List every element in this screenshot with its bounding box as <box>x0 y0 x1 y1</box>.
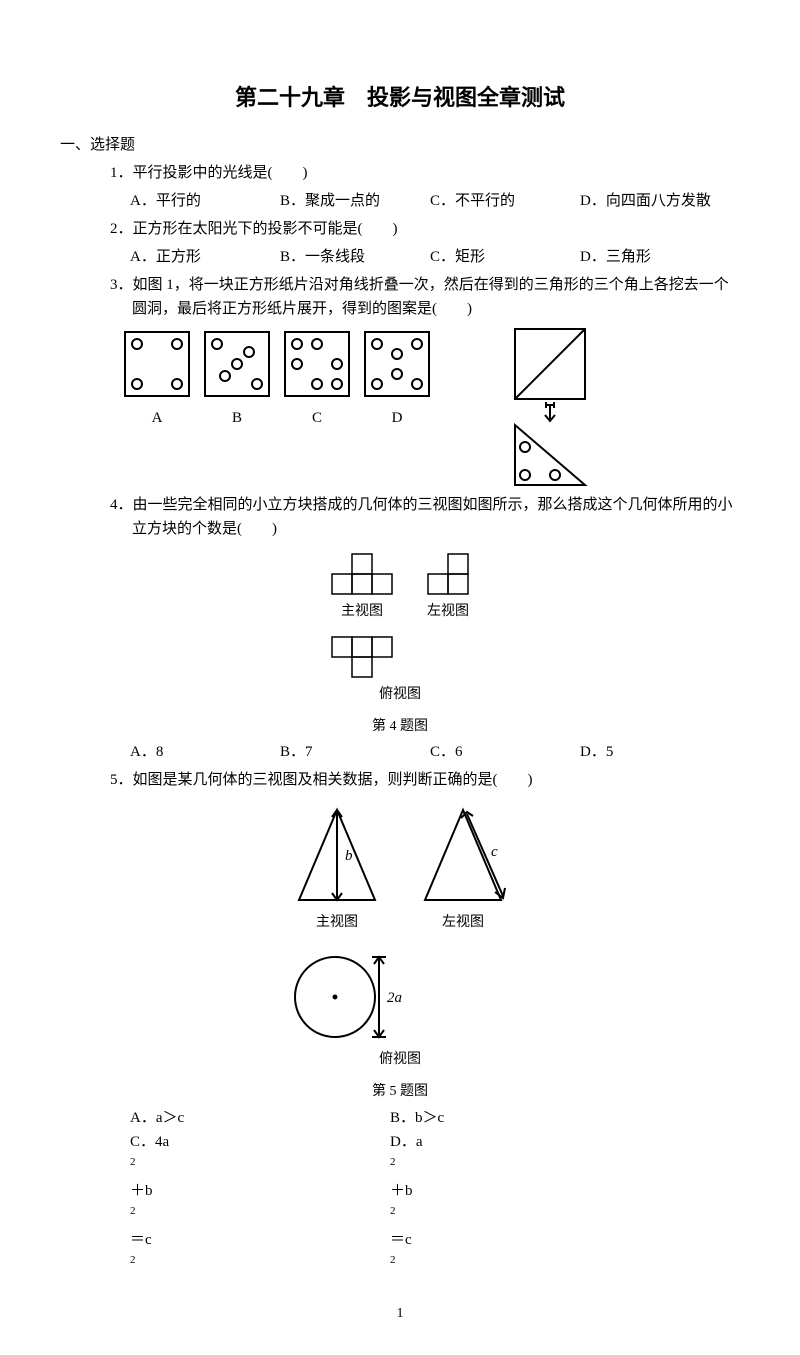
q3-label-d: D <box>392 410 403 426</box>
q4-caption: 第 4 题图 <box>60 716 740 738</box>
q1-opt-d: D．向四面八方发散 <box>580 189 730 213</box>
q5-options: A．a＞c B．b＞c C．4a2＋b2＝c2 D．a2＋b2＝c2 <box>130 1106 740 1277</box>
question-4: 4．由一些完全相同的小立方块搭成的几何体的三视图如图所示，那么搭成这个几何体所用… <box>110 493 740 541</box>
q3-figure-row: A B C D <box>120 327 740 487</box>
question-3: 3．如图 1，将一块正方形纸片沿对角线折叠一次，然后在得到的三角形的三个角上各挖… <box>110 273 740 321</box>
q4-top-view: 俯视图 <box>327 632 473 706</box>
q3-options-svg: A B C D <box>120 327 440 437</box>
section-heading: 一、选择题 <box>60 133 740 157</box>
q4-opt-a: A．8 <box>130 740 280 764</box>
q2-opt-a: A．正方形 <box>130 245 280 269</box>
q4-top-label: 俯视图 <box>327 684 473 706</box>
q3-label-c: C <box>312 410 322 426</box>
q5-top-label: 俯视图 <box>287 1049 513 1071</box>
q4-left-view: 左视图 <box>423 549 473 625</box>
q5-opt-a: A．a＞c <box>130 1106 390 1130</box>
q4-options: A．8 B．7 C．6 D．5 <box>130 740 740 764</box>
q1-options: A．平行的 B．聚成一点的 C．不平行的 D．向四面八方发散 <box>130 189 740 213</box>
q4-front-label: 主视图 <box>327 601 397 623</box>
q2-opt-d: D．三角形 <box>580 245 730 269</box>
q5-front-view: b 主视图 <box>287 800 387 936</box>
question-5: 5．如图是某几何体的三视图及相关数据，则判断正确的是( ) <box>110 768 740 792</box>
q3-fold-svg <box>500 327 610 487</box>
q5-left-label: 左视图 <box>413 912 513 934</box>
page-title: 第二十九章 投影与视图全章测试 <box>60 80 740 115</box>
q5-dim-c: c <box>491 844 498 860</box>
q2-options: A．正方形 B．一条线段 C．矩形 D．三角形 <box>130 245 740 269</box>
q5-opt-b: B．b＞c <box>390 1106 650 1130</box>
q5-opt-c: C．4a2＋b2＝c2 <box>130 1130 390 1277</box>
q1-opt-c: C．不平行的 <box>430 189 580 213</box>
q4-front-view: 主视图 <box>327 549 397 625</box>
page: 第二十九章 投影与视图全章测试 一、选择题 1．平行投影中的光线是( ) A．平… <box>0 0 800 1355</box>
q3-label-a: A <box>152 410 163 426</box>
q3-label-b: B <box>232 410 242 426</box>
q4-opt-c: C．6 <box>430 740 580 764</box>
q5-caption: 第 5 题图 <box>60 1081 740 1103</box>
q5-top-view: 2a 俯视图 <box>287 947 513 1071</box>
question-2: 2．正方形在太阳光下的投影不可能是( ) <box>110 217 740 241</box>
page-number: 1 <box>60 1303 740 1325</box>
q5-figure: b 主视图 c 左视图 <box>60 800 740 1073</box>
q1-opt-a: A．平行的 <box>130 189 280 213</box>
q1-opt-b: B．聚成一点的 <box>280 189 430 213</box>
q4-opt-b: B．7 <box>280 740 430 764</box>
q4-opt-d: D．5 <box>580 740 730 764</box>
q5-dim-2a: 2a <box>387 990 402 1006</box>
q5-front-label: 主视图 <box>287 912 387 934</box>
q2-opt-c: C．矩形 <box>430 245 580 269</box>
q5-opt-d: D．a2＋b2＝c2 <box>390 1130 650 1277</box>
q5-dim-b: b <box>345 848 353 864</box>
q2-opt-b: B．一条线段 <box>280 245 430 269</box>
q4-left-label: 左视图 <box>423 601 473 623</box>
question-1: 1．平行投影中的光线是( ) <box>110 161 740 185</box>
q4-figure: 主视图 左视图 <box>60 549 740 708</box>
q5-left-view: c 左视图 <box>413 800 513 936</box>
